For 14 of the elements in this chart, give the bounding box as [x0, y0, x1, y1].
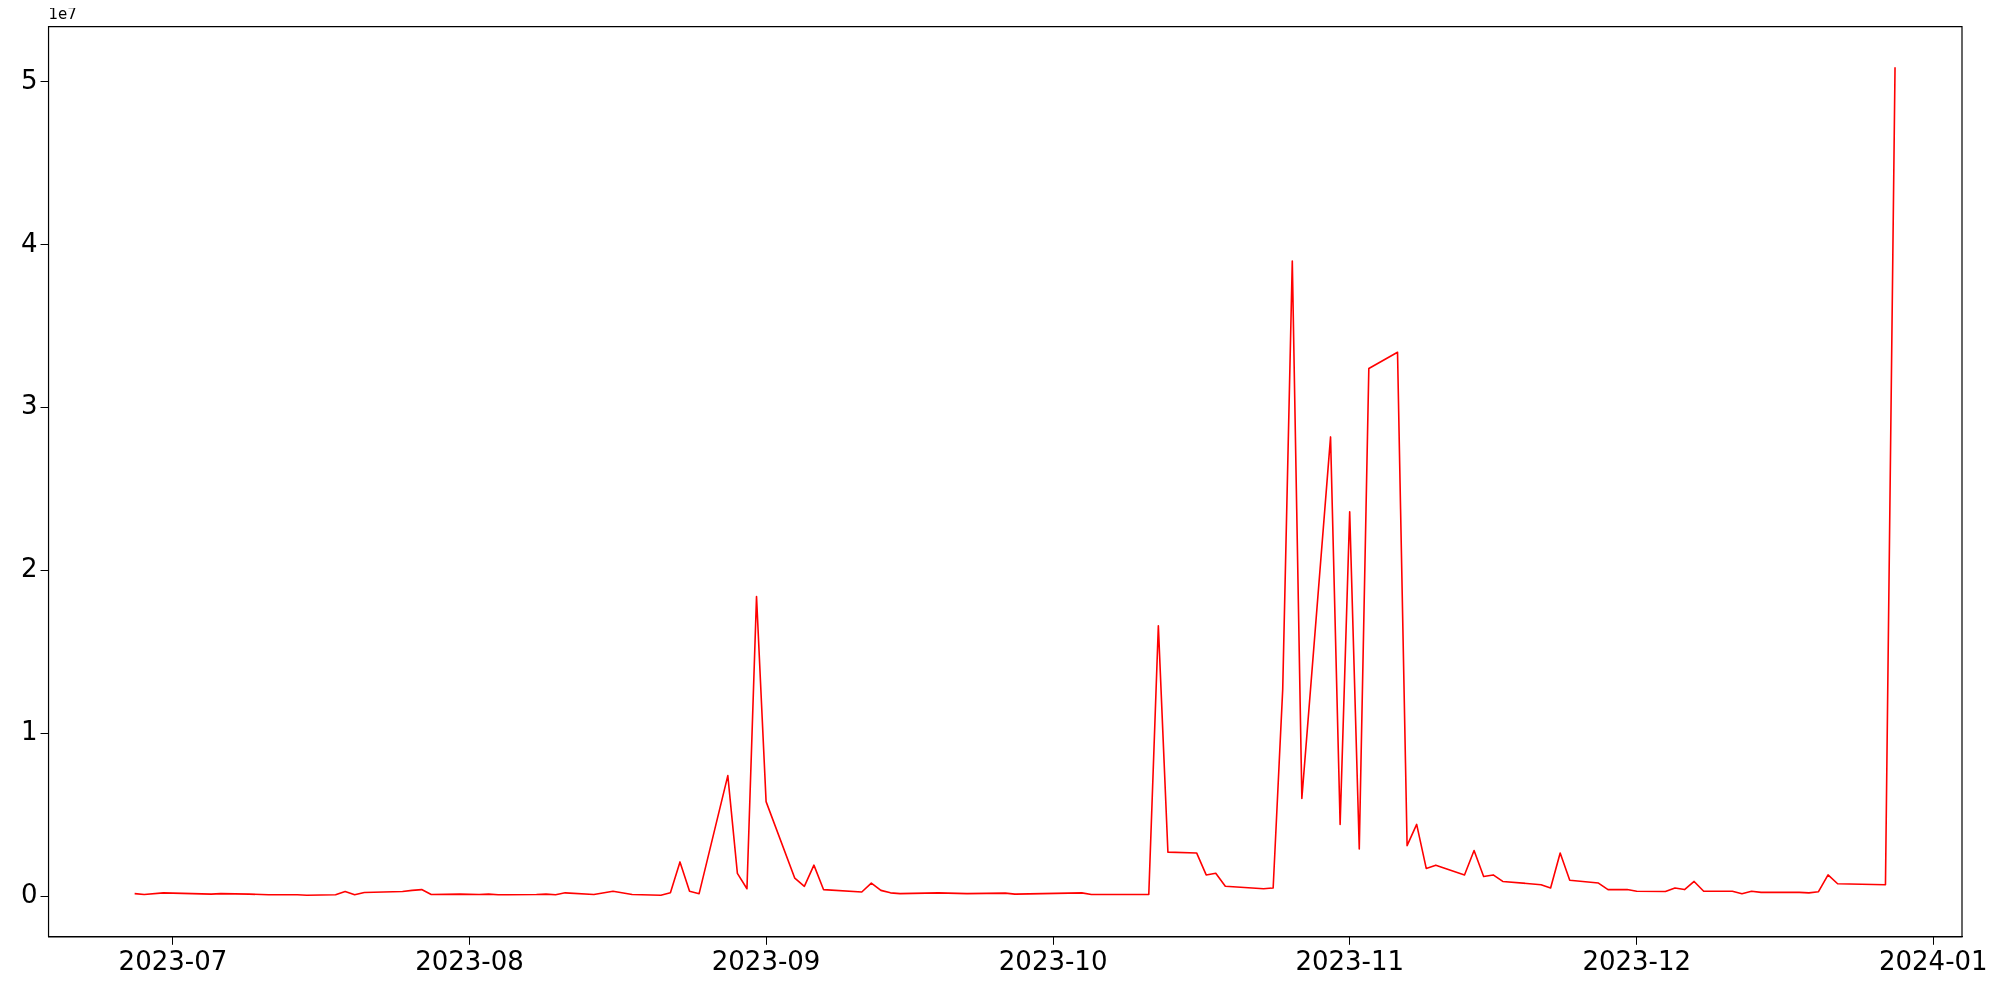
- text: 1e7: [48, 4, 77, 23]
- x-tick-label: 2023-12: [1582, 946, 1692, 977]
- x-tick-label: 2024-01: [1878, 946, 1988, 977]
- y-tick-label: 4: [21, 227, 38, 258]
- x-tick-label: 2023-11: [1295, 946, 1405, 977]
- y-tick-label: 0: [21, 878, 38, 909]
- y-tick-label: 2: [21, 553, 38, 584]
- x-tick-label: 2023-07: [118, 946, 228, 977]
- x-tick-label: 2023-09: [711, 946, 821, 977]
- y-tick-label: 5: [21, 64, 38, 95]
- y-tick-label: 3: [21, 390, 38, 421]
- x-tick-label: 2023-10: [998, 946, 1108, 977]
- y-tick-label: 1: [21, 716, 38, 747]
- x-tick-label: 2023-08: [415, 946, 524, 977]
